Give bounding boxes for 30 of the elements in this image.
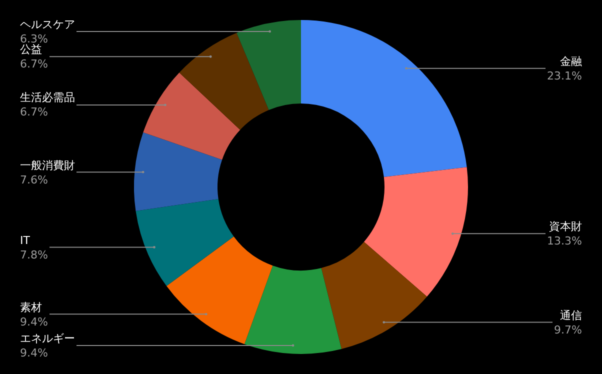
data-label: 7.8%: [20, 248, 48, 262]
data-label: 6.3%: [20, 32, 48, 46]
donut-slice: [364, 167, 468, 297]
slice-label: IT: [20, 234, 30, 247]
donut-slice: [321, 242, 427, 350]
slice-label: エネルギー: [20, 332, 75, 345]
donut-slice: [136, 199, 234, 286]
slice-label: 生活必需品: [20, 91, 75, 104]
donut-slice: [134, 132, 222, 212]
slice-label: 一般消費財: [20, 159, 75, 172]
donut-slice: [166, 236, 273, 344]
data-label: 9.7%: [554, 323, 582, 336]
slice-label: 資本財: [548, 220, 582, 233]
slice-label: ヘルスケア: [20, 18, 75, 31]
donut-slice: [236, 20, 301, 110]
slice-label: 金融: [560, 55, 582, 68]
slice-label: 通信: [560, 309, 582, 322]
donut-slice: [179, 32, 269, 130]
data-label: 13.3%: [547, 234, 582, 248]
data-label: 9.4%: [20, 346, 48, 360]
donut-slice: [301, 20, 467, 178]
slice-label: 素材: [20, 301, 42, 314]
donut-slice: [143, 72, 240, 160]
data-label: 9.4%: [20, 315, 48, 328]
slice-label: 公益: [20, 43, 42, 56]
data-label: 23.1%: [547, 69, 582, 82]
data-label: 6.7%: [20, 57, 48, 70]
data-label: 6.7%: [20, 105, 48, 118]
donut-slice: [244, 266, 342, 354]
data-label: 7.6%: [20, 173, 48, 186]
